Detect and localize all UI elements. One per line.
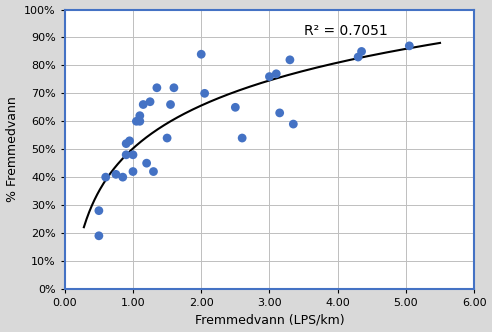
Point	[139, 102, 147, 107]
Point	[119, 175, 127, 180]
Point	[197, 51, 205, 57]
X-axis label: Fremmedvann (LPS/km): Fremmedvann (LPS/km)	[195, 313, 344, 326]
Point	[354, 54, 362, 60]
Point	[238, 135, 246, 141]
Point	[286, 57, 294, 62]
Point	[125, 138, 133, 143]
Point	[95, 208, 103, 213]
Point	[150, 169, 157, 174]
Point	[167, 102, 175, 107]
Point	[170, 85, 178, 90]
Text: R² = 0.7051: R² = 0.7051	[304, 24, 387, 38]
Y-axis label: % Fremmedvann: % Fremmedvann	[5, 96, 19, 202]
Point	[122, 152, 130, 157]
Point	[231, 105, 239, 110]
Point	[112, 172, 120, 177]
Point	[132, 119, 140, 124]
Point	[358, 49, 366, 54]
Point	[146, 99, 154, 104]
Point	[153, 85, 161, 90]
Point	[276, 110, 283, 116]
Point	[266, 74, 274, 79]
Point	[129, 169, 137, 174]
Point	[122, 141, 130, 146]
Point	[163, 135, 171, 141]
Point	[129, 152, 137, 157]
Point	[143, 160, 151, 166]
Point	[95, 233, 103, 238]
Point	[136, 119, 144, 124]
Point	[273, 71, 280, 76]
Point	[102, 175, 110, 180]
Point	[201, 91, 209, 96]
Point	[136, 113, 144, 118]
Point	[405, 43, 413, 48]
Point	[289, 122, 297, 127]
